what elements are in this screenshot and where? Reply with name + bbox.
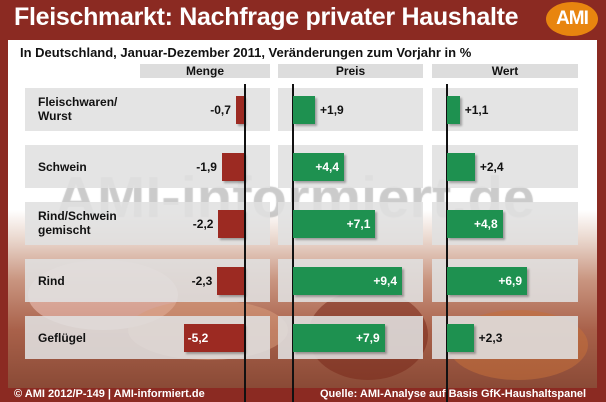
value-label: +6,9 <box>498 274 523 288</box>
row-background <box>25 88 270 131</box>
category-label: Rind <box>38 274 65 288</box>
bar-wert <box>447 153 475 181</box>
chart-subtitle: In Deutschland, Januar-Dezember 2011, Ve… <box>20 45 472 60</box>
column-header-preis: Preis <box>278 64 423 78</box>
value-label: +4,4 <box>315 160 340 174</box>
bar-menge <box>235 96 244 124</box>
category-label: Fleischwaren/ Wurst <box>38 95 118 123</box>
bar-preis <box>293 324 385 352</box>
zero-axis <box>244 84 246 402</box>
bar-preis <box>293 210 376 238</box>
zero-axis <box>292 84 294 402</box>
bar-menge <box>217 267 244 295</box>
value-label: -1,9 <box>196 160 217 174</box>
zero-axis <box>446 84 448 402</box>
bar-wert <box>447 267 528 295</box>
copyright: © AMI 2012/P-149 | AMI-informiert.de <box>14 388 205 400</box>
value-label: +7,1 <box>346 217 371 231</box>
value-label: +1,9 <box>320 103 344 117</box>
value-label: +1,1 <box>464 103 489 117</box>
bar-menge <box>221 153 244 181</box>
column-header-wert: Wert <box>432 64 578 78</box>
bar-wert <box>447 96 460 124</box>
bar-wert <box>447 324 474 352</box>
source: Quelle: AMI-Analyse auf Basis GfK-Hausha… <box>320 388 587 400</box>
bar-menge <box>218 210 244 238</box>
category-label: Geflügel <box>38 331 87 345</box>
chart-title: Fleischmarkt: Nachfrage privater Haushal… <box>14 3 519 31</box>
bar-preis <box>293 153 345 181</box>
bar-menge <box>183 324 244 352</box>
value-label: +7,9 <box>355 331 380 345</box>
bar-wert <box>447 210 503 238</box>
category-label: Schwein <box>38 160 87 174</box>
value-label: -2,3 <box>191 274 213 288</box>
value-label: -0,7 <box>210 103 231 117</box>
value-label: +4,8 <box>473 217 498 231</box>
value-label: -2,2 <box>192 217 214 231</box>
value-label: +9,4 <box>373 274 398 288</box>
column-header-menge: Menge <box>140 64 270 78</box>
category-label: Rind/Schwein gemischt <box>38 209 117 237</box>
bar-preis <box>293 96 316 124</box>
value-label: +2,3 <box>478 331 503 345</box>
value-label: -5,2 <box>187 331 209 345</box>
value-label: +2,4 <box>479 160 504 174</box>
ami-logo: AMI <box>546 2 598 36</box>
bar-preis <box>293 267 403 295</box>
